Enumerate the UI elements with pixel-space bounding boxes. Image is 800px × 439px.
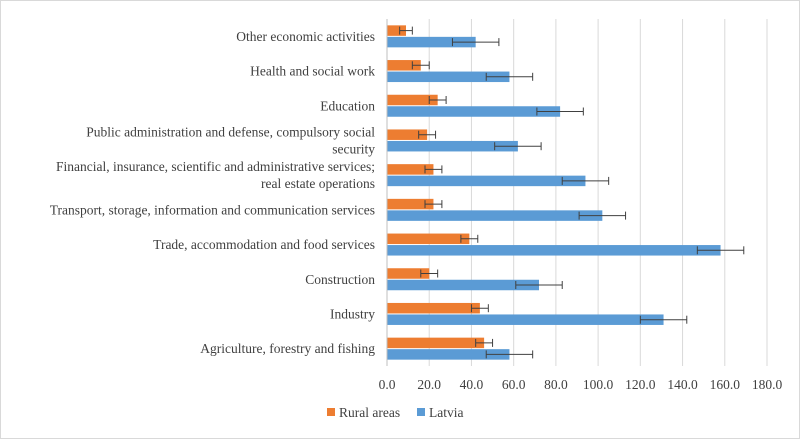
bar-rural-areas — [387, 302, 480, 314]
bar-latvia — [387, 279, 539, 291]
bar-latvia — [387, 210, 603, 221]
bar-latvia — [387, 175, 586, 187]
category-label: Public administration and defense, compu… — [86, 124, 375, 156]
bar-rural-areas — [387, 268, 430, 279]
legend-label: Latvia — [429, 405, 463, 420]
bar-rural-areas — [387, 337, 485, 349]
x-tick-label: 100.0 — [583, 377, 614, 392]
x-tick-label: 120.0 — [625, 377, 656, 392]
bar-latvia — [387, 245, 721, 256]
bar-rural-areas — [387, 60, 421, 71]
x-tick-label: 80.0 — [544, 377, 568, 392]
x-tick-label: 40.0 — [460, 377, 484, 392]
category-label: Agriculture, forestry and fishing — [200, 341, 375, 356]
legend-label: Rural areas — [339, 405, 400, 420]
bar-rural-areas — [387, 198, 434, 210]
bar-latvia — [387, 71, 510, 83]
x-tick-label: 60.0 — [502, 377, 526, 392]
legend-swatch — [327, 408, 335, 416]
category-label: Trade, accommodation and food services — [153, 237, 375, 252]
bar-rural-areas — [387, 94, 438, 106]
x-tick-label: 140.0 — [667, 377, 698, 392]
category-label: Construction — [305, 272, 375, 287]
bar-latvia — [387, 140, 518, 152]
category-label: Other economic activities — [236, 29, 375, 44]
category-label: Health and social work — [250, 64, 375, 79]
bar-rural-areas — [387, 233, 470, 245]
bar-latvia — [387, 36, 476, 48]
category-label: Transport, storage, information and comm… — [50, 202, 375, 217]
category-label: Industry — [330, 306, 375, 321]
x-tick-label: 180.0 — [752, 377, 783, 392]
bar-latvia — [387, 106, 561, 117]
x-tick-label: 20.0 — [417, 377, 441, 392]
legend-swatch — [417, 408, 425, 416]
x-tick-label: 160.0 — [710, 377, 741, 392]
category-label: Education — [320, 98, 375, 113]
bar-rural-areas — [387, 129, 428, 140]
category-label: Financial, insurance, scientific and adm… — [56, 159, 375, 191]
bar-rural-areas — [387, 164, 434, 175]
bar-latvia — [387, 349, 510, 360]
bar-rural-areas — [387, 25, 406, 36]
bar-latvia — [387, 314, 664, 325]
x-tick-label: 0.0 — [379, 377, 396, 392]
